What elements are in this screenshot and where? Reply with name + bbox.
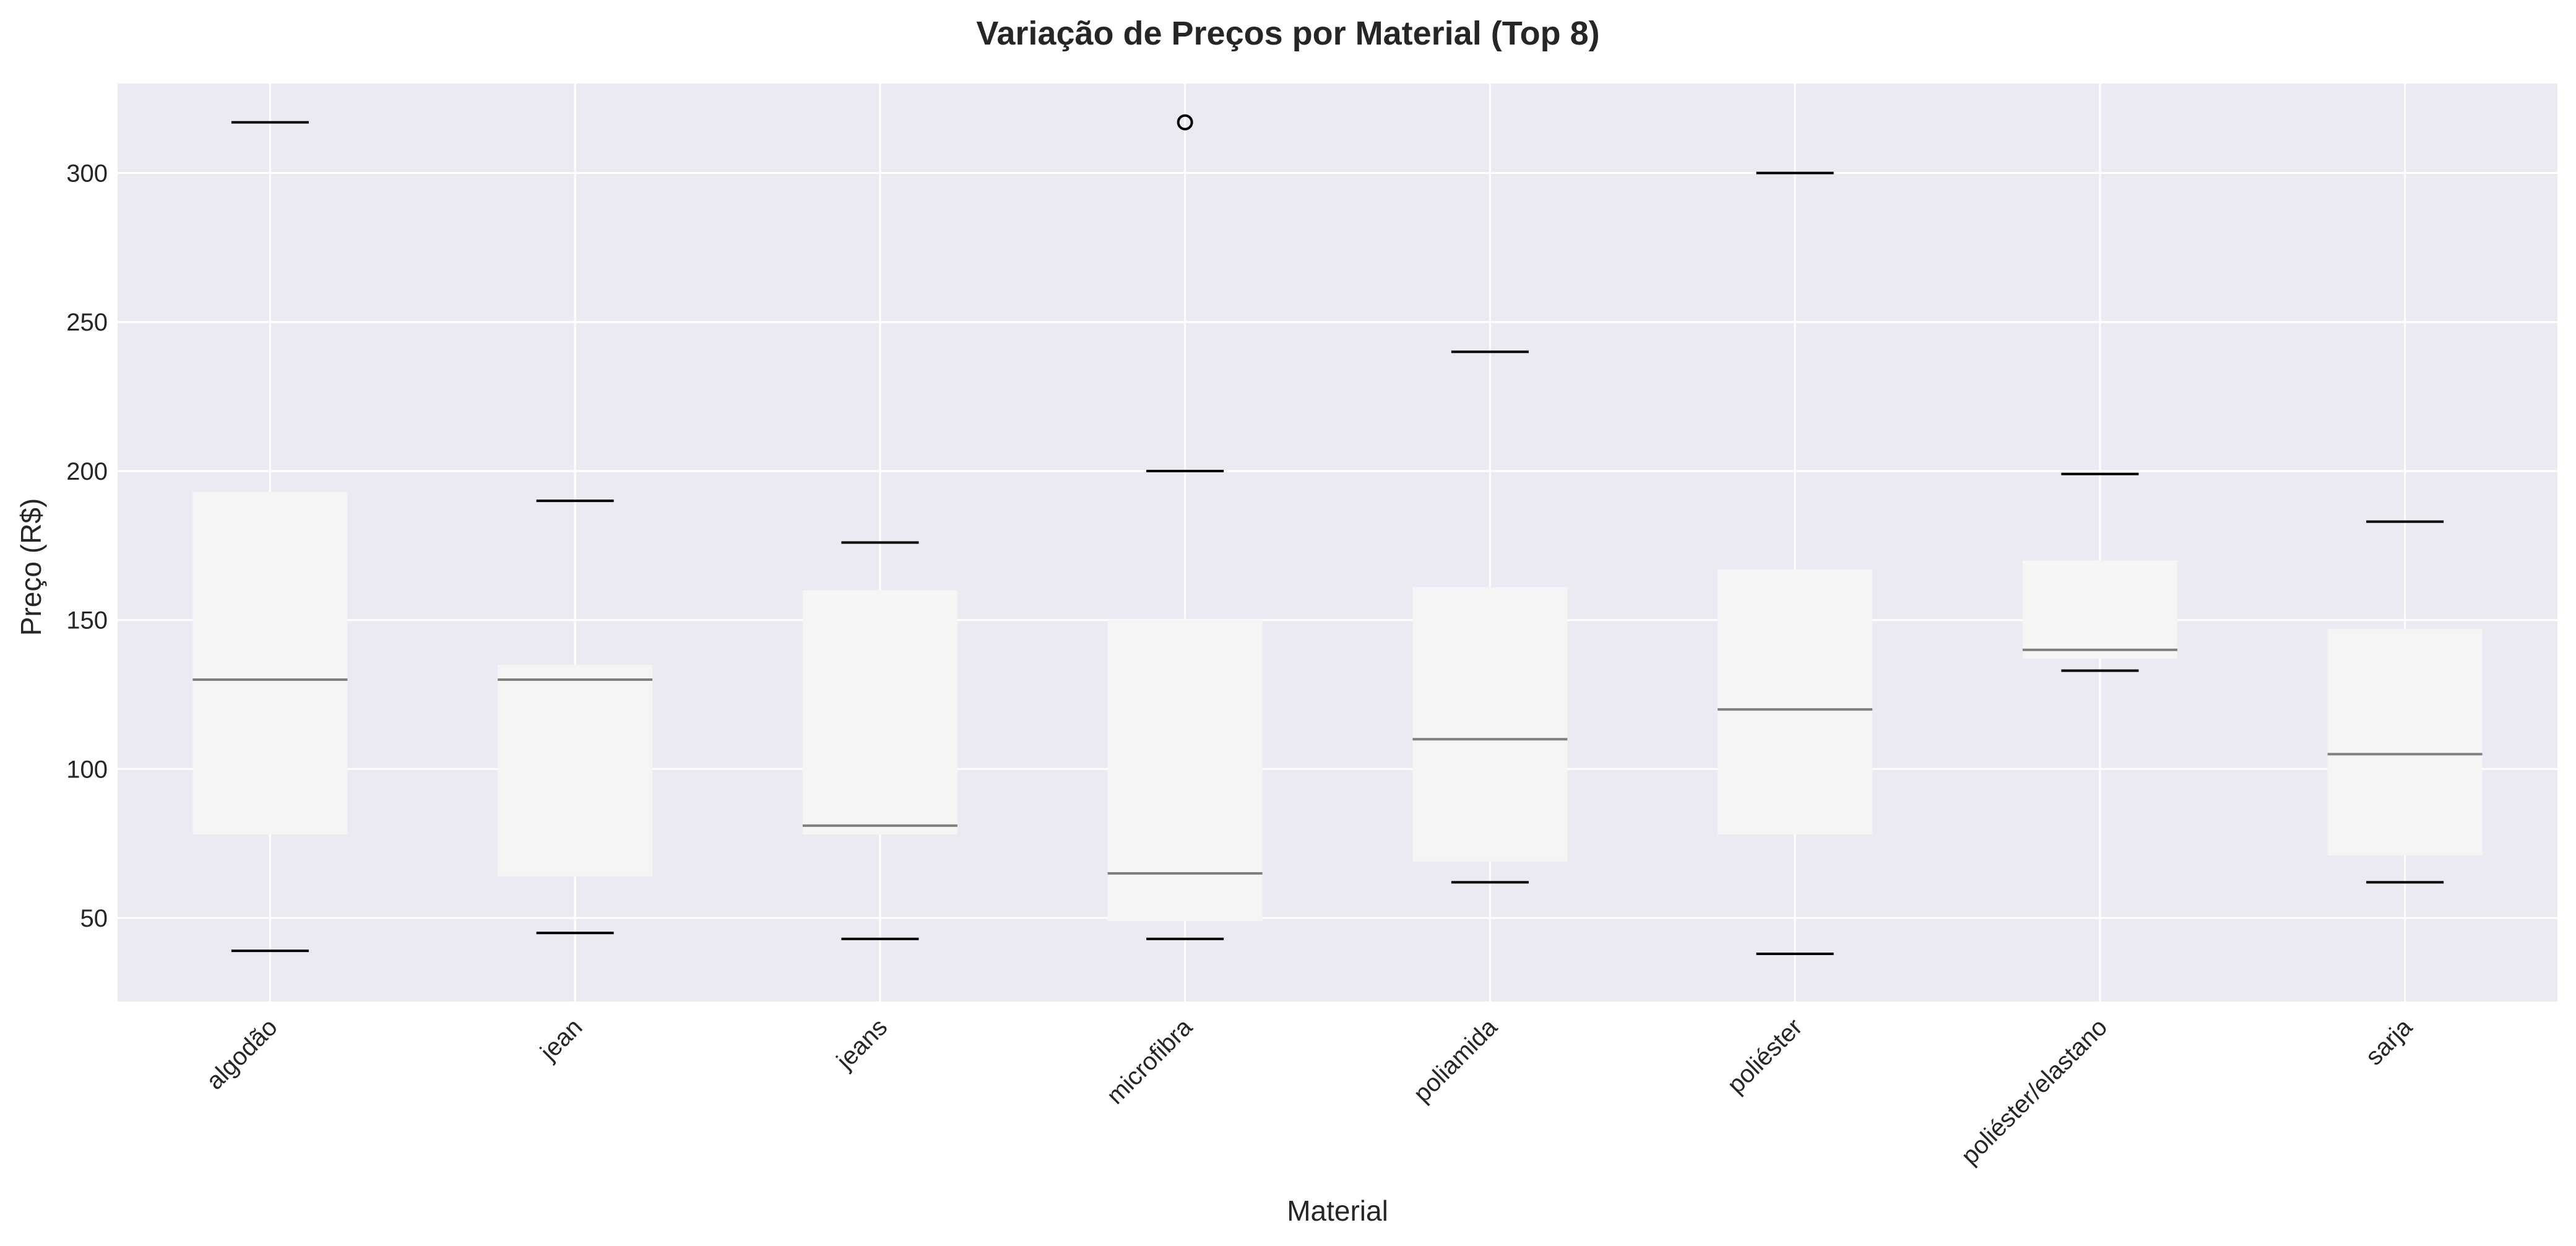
y-tick-label: 150	[66, 607, 108, 634]
x-tick-label: microfibra	[1102, 1013, 1198, 1110]
chart-title: Variação de Preços por Material (Top 8)	[976, 15, 1599, 52]
x-axis-label: Material	[1287, 1195, 1388, 1227]
box	[1107, 620, 1263, 921]
box	[1718, 569, 1873, 835]
box-group	[2327, 520, 2483, 884]
x-tick-label: poliéster/elastano	[1956, 1013, 2112, 1170]
box-group	[2022, 472, 2177, 672]
x-tick-label: jean	[535, 1013, 587, 1066]
y-tick-label: 200	[66, 458, 108, 485]
box	[2022, 560, 2177, 659]
box	[192, 491, 348, 835]
y-tick-label: 300	[66, 160, 108, 187]
y-tick-label: 50	[80, 905, 108, 932]
x-tick-label: poliéster	[1722, 1013, 1807, 1099]
y-axis-label: Preço (R$)	[15, 498, 47, 636]
box	[498, 664, 653, 876]
box-group	[1412, 350, 1568, 884]
box-group	[802, 541, 957, 940]
x-tick-label: poliamida	[1409, 1013, 1503, 1108]
box-group	[1107, 114, 1263, 940]
x-tick-label: sarja	[2361, 1013, 2418, 1071]
x-tick-label: jeans	[831, 1013, 893, 1075]
y-tick-label: 250	[66, 309, 108, 336]
box-group	[498, 500, 653, 935]
x-tick-label: algodão	[201, 1013, 283, 1095]
box	[2327, 629, 2483, 856]
y-tick-label: 100	[66, 756, 108, 783]
box-group	[192, 121, 348, 953]
plot-area-group: 50 100 150 200 250 300 algodão jean jeans microfi…	[66, 84, 2557, 1170]
box-group	[1718, 171, 1873, 955]
outlier-point	[1177, 114, 1193, 131]
box	[802, 590, 957, 835]
box	[1412, 587, 1568, 862]
plot-area-background	[118, 84, 2557, 1002]
